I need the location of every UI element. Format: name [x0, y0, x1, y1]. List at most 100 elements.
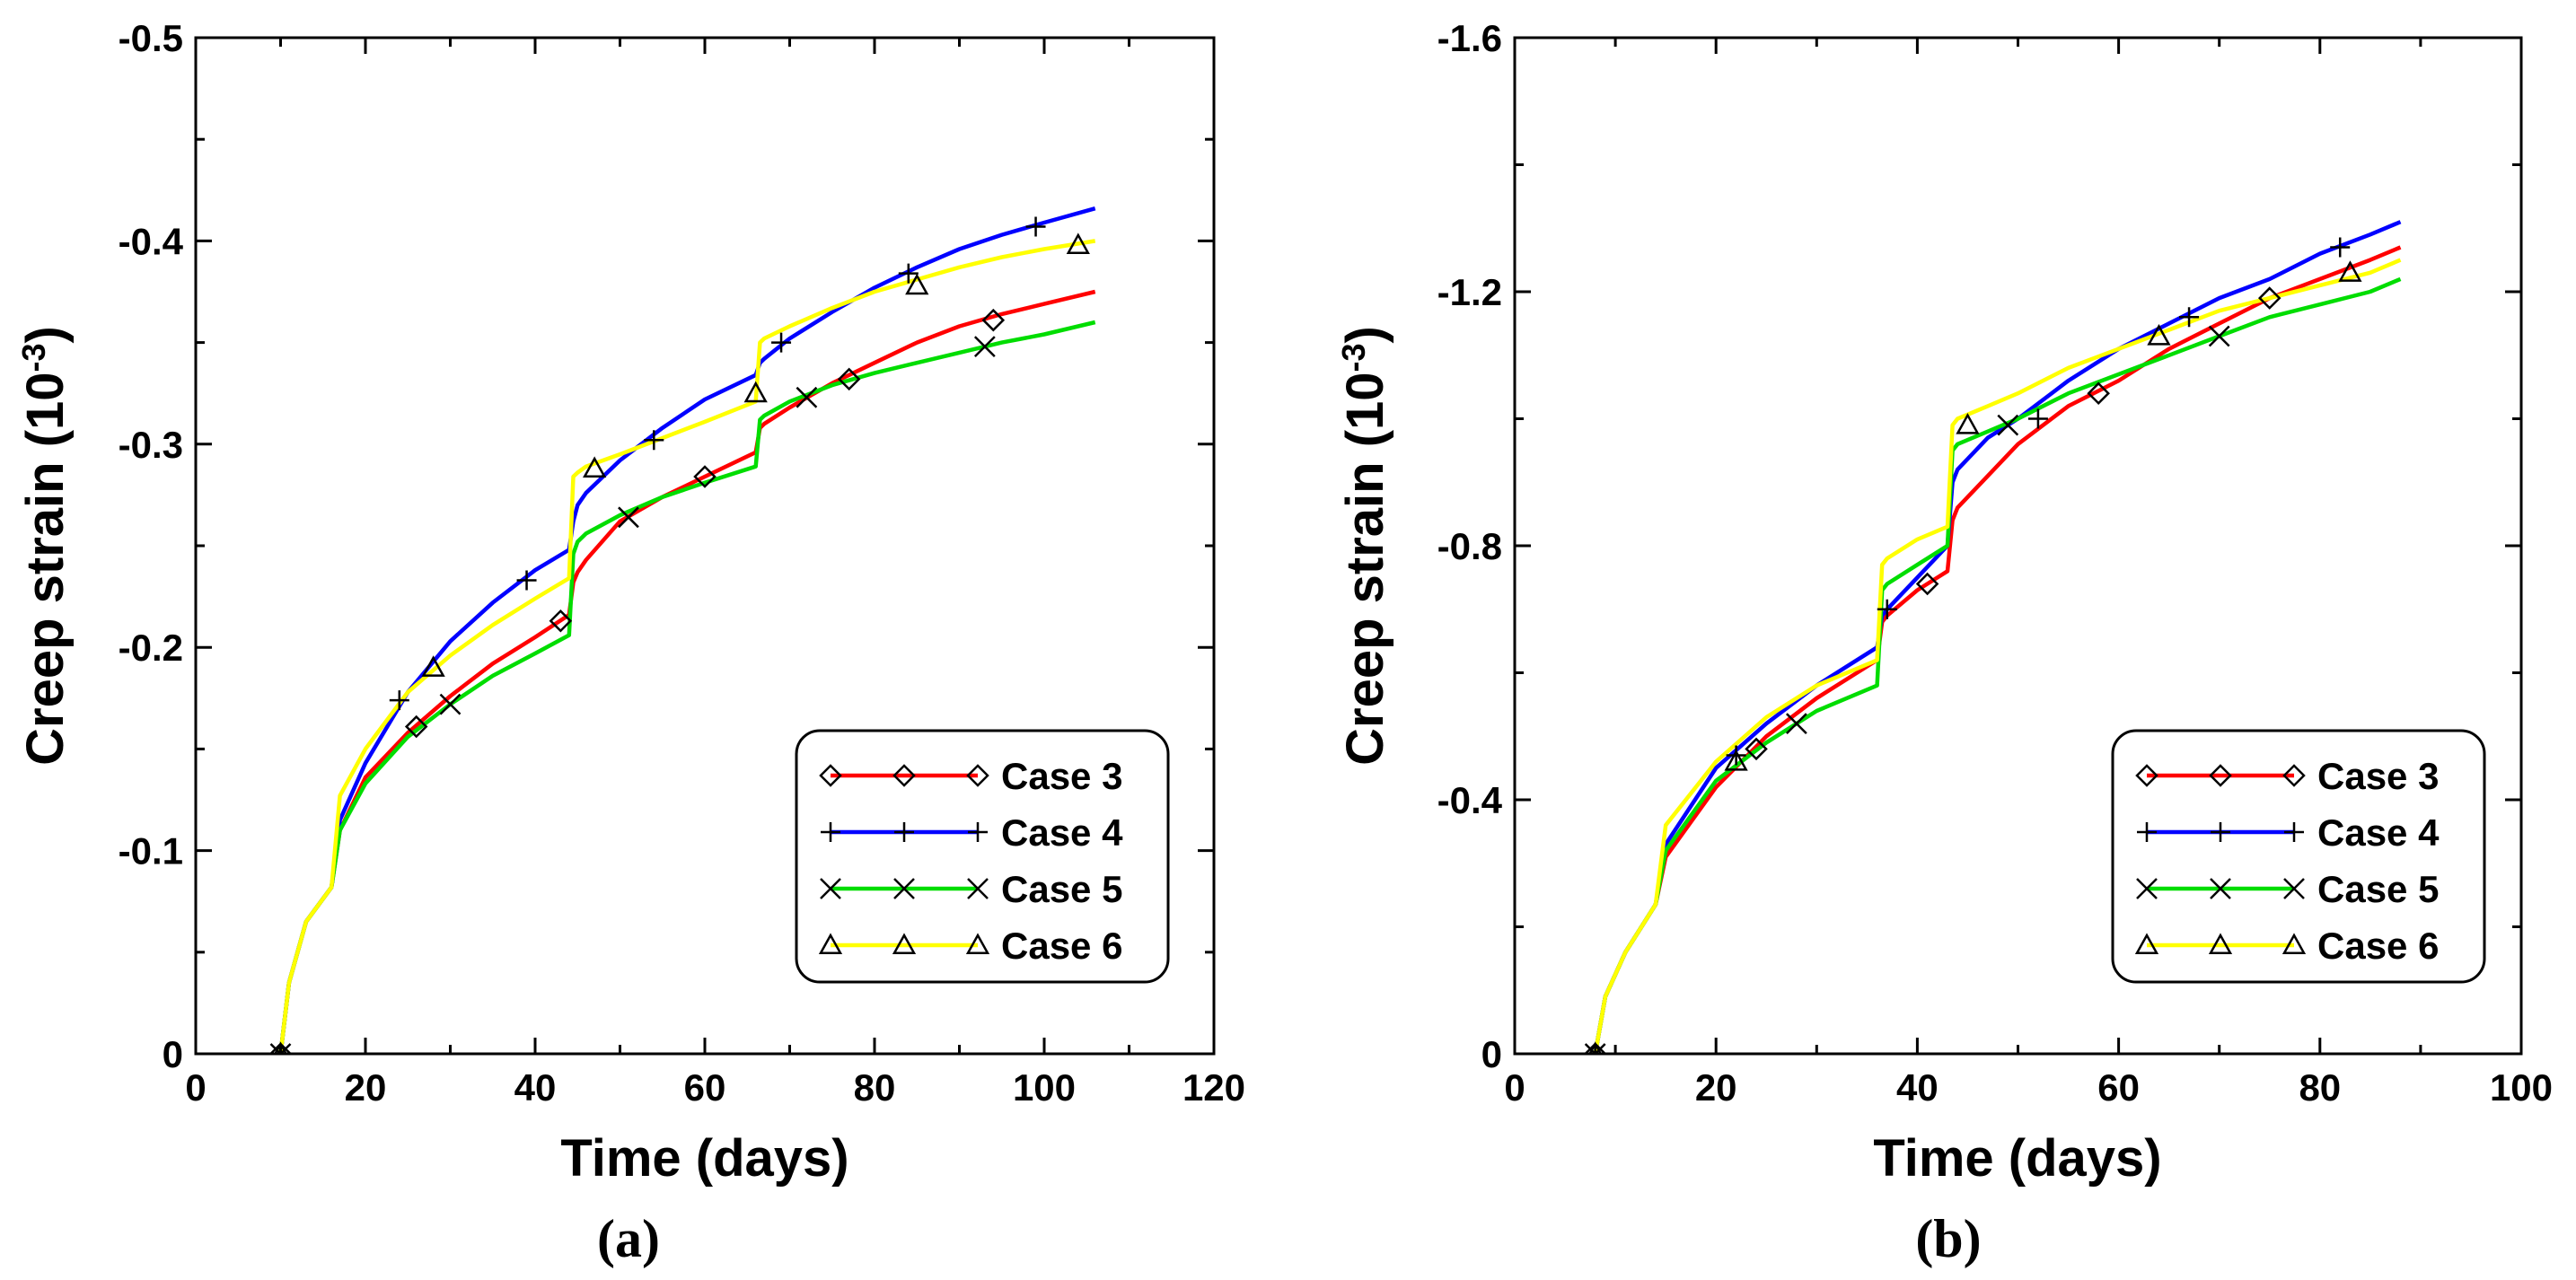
legend-label: Case 5 [2317, 868, 2439, 910]
triangle-marker [2208, 933, 2233, 955]
diamond-marker [404, 715, 428, 739]
triangle-marker [743, 381, 768, 403]
legend-box [795, 729, 1170, 984]
diamond-marker [2282, 764, 2306, 787]
legend-label: Case 6 [1001, 925, 1122, 967]
x-tick-label: 100 [1013, 1066, 1076, 1109]
triangle-marker [892, 933, 917, 955]
y-axis-title: Creep strain (10-3) [15, 326, 75, 766]
diamond-marker [1745, 737, 1768, 761]
x-tick-label: 60 [684, 1066, 726, 1109]
x-axis-title: Time (days) [1873, 1129, 2161, 1188]
x-tick-label: 120 [1182, 1066, 1245, 1109]
x-tick-label: 60 [2097, 1066, 2140, 1109]
x-tick-label: 100 [2490, 1066, 2553, 1109]
cross-marker [1584, 1043, 1606, 1054]
diamond-marker [819, 764, 842, 787]
x-tick-label: 40 [1896, 1066, 1939, 1109]
triangle-marker [1956, 413, 1980, 434]
diamond-marker [1583, 1042, 1607, 1054]
plus-marker [2179, 307, 2200, 328]
y-tick-label: -0.2 [119, 627, 183, 669]
plus-marker [1877, 599, 1897, 619]
plus-marker [2137, 822, 2157, 842]
cross-marker [973, 336, 996, 358]
cross-marker [439, 693, 462, 715]
plus-marker [894, 822, 914, 842]
x-tick-label: 40 [514, 1066, 557, 1109]
plus-marker [2330, 237, 2351, 258]
triangle-marker [1066, 232, 1090, 254]
diamond-marker [966, 764, 989, 787]
cross-marker [1997, 414, 2019, 436]
triangle-marker [583, 456, 607, 478]
series-group [1583, 220, 2402, 1054]
series-line-case-6 [1593, 258, 2402, 1054]
y-tick-label: -0.5 [119, 17, 183, 59]
diamond-marker [693, 465, 717, 488]
plus-marker [2027, 408, 2048, 429]
triangle-marker [1724, 749, 1748, 771]
plus-marker [771, 332, 792, 353]
y-tick-label: -0.4 [1437, 779, 1503, 821]
panel-label: (b) [1915, 1209, 1981, 1268]
triangle-marker [2134, 933, 2159, 955]
legend: Case 3 Case 4 Case 5 Case 6 [2111, 729, 2486, 984]
plus-marker [2211, 822, 2230, 842]
cross-marker [269, 1043, 292, 1054]
triangle-marker [421, 655, 445, 677]
cross-marker [2210, 878, 2231, 899]
diamond-marker [2257, 286, 2281, 310]
legend: Case 3 Case 4 Case 5 Case 6 [795, 729, 1170, 984]
triangle-marker [2147, 323, 2171, 346]
diamond-marker [1915, 572, 1939, 596]
x-tick-label: 0 [1504, 1066, 1525, 1109]
plus-marker [2284, 822, 2304, 842]
diamond-marker [268, 1042, 293, 1054]
y-tick-label: -0.8 [1437, 525, 1502, 567]
y-tick-label: -0.4 [119, 220, 184, 262]
diamond-marker [2135, 764, 2158, 787]
chart-panel-b: 0 20 40 60 80 100 0 -0.4 -0.8 -1.2 -1.6 Time (days)… [1335, 17, 2554, 1268]
cross-marker [820, 878, 841, 899]
cross-marker [1785, 713, 1807, 734]
plus-marker [898, 263, 919, 284]
x-tick-label: 20 [345, 1066, 387, 1109]
y-axis-title: Creep strain (10-3) [1335, 326, 1395, 766]
series-group [268, 206, 1096, 1054]
cross-marker [2136, 878, 2158, 899]
triangle-marker [905, 273, 929, 295]
y-tick-label: -0.1 [119, 830, 183, 872]
x-tick-label: 0 [185, 1066, 206, 1109]
y-tick-label: -1.2 [1437, 271, 1502, 313]
legend-label: Case 5 [1001, 868, 1122, 910]
legend-label: Case 3 [2317, 755, 2439, 797]
cross-marker [796, 386, 818, 408]
x-tick-label: 80 [854, 1066, 896, 1109]
x-axis-title: Time (days) [560, 1129, 848, 1188]
plus-marker [644, 430, 664, 451]
triangle-marker [2281, 933, 2307, 955]
triangle-marker [965, 933, 990, 955]
legend-label: Case 4 [2317, 811, 2440, 854]
cross-marker [893, 878, 915, 899]
diamond-marker [981, 308, 1006, 332]
plus-marker [516, 570, 537, 591]
diamond-marker [2087, 381, 2110, 405]
plus-marker [389, 690, 409, 711]
x-tick-label: 80 [2299, 1066, 2341, 1109]
y-tick-label: 0 [163, 1033, 183, 1075]
diamond-marker [892, 764, 916, 787]
diamond-marker [837, 367, 861, 391]
cross-marker [2283, 878, 2305, 899]
plus-marker [1726, 745, 1746, 766]
cross-marker [2208, 325, 2230, 347]
diamond-marker [2209, 764, 2232, 787]
x-tick-label: 20 [1695, 1066, 1737, 1109]
legend-box [2111, 729, 2486, 984]
chart-panel-a: 0 20 40 60 80 100 120 0 -0.1 -0.2 -0.3 -0.4 -0.5 Time… [15, 17, 1246, 1268]
cross-marker [967, 878, 989, 899]
legend-label: Case 4 [1001, 811, 1123, 854]
cross-marker [618, 506, 639, 529]
legend-label: Case 6 [2317, 925, 2439, 967]
